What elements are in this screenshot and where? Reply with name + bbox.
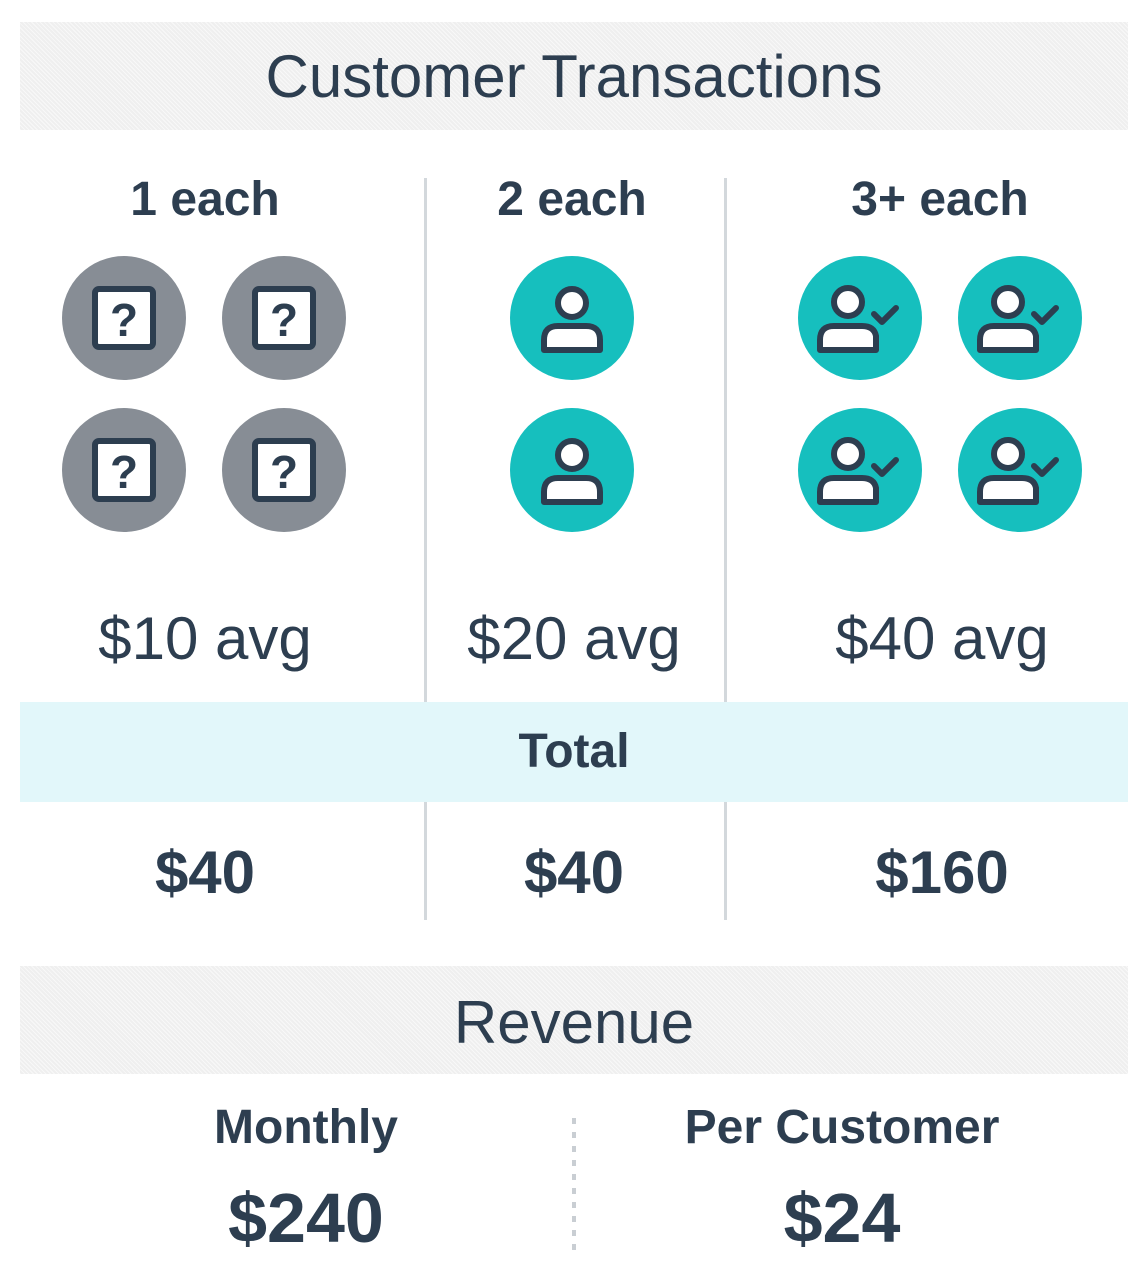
unknown-customer-icon: ? <box>222 256 346 380</box>
column-divider <box>424 178 427 702</box>
column-total-1: $40 <box>154 839 256 906</box>
title-band <box>20 22 1128 130</box>
total-label: Total <box>518 725 630 778</box>
customer-icon <box>510 408 634 532</box>
monthly-value: $240 <box>228 1179 384 1257</box>
column-divider <box>424 802 427 920</box>
unknown-customer-icon: ? <box>222 408 346 532</box>
revenue-title: Revenue <box>453 989 695 1056</box>
unknown-customer-icon: ? <box>62 408 186 532</box>
verified-customer-icon <box>798 408 922 532</box>
monthly-label: Monthly <box>214 1101 398 1154</box>
column-total-3: $160 <box>875 839 1009 906</box>
column-total-2: $40 <box>523 839 625 906</box>
column-header-1: 1 each <box>130 173 280 226</box>
column-avg-2: $20 avg <box>467 605 681 672</box>
svg-text:?: ? <box>270 446 298 498</box>
svg-text:?: ? <box>110 294 138 346</box>
per-customer-label: Per Customer <box>684 1101 1000 1154</box>
page-title: Customer Transactions <box>265 43 883 110</box>
per-customer-value: $24 <box>783 1179 901 1257</box>
svg-text:?: ? <box>270 294 298 346</box>
total-band <box>20 702 1128 802</box>
unknown-customer-icon: ? <box>62 256 186 380</box>
svg-text:?: ? <box>110 446 138 498</box>
column-header-3: 3+ each <box>851 173 1029 226</box>
revenue-divider <box>572 1118 576 1258</box>
column-divider <box>724 178 727 702</box>
customer-icon <box>510 256 634 380</box>
column-divider <box>724 802 727 920</box>
verified-customer-icon <box>798 256 922 380</box>
column-avg-3: $40 avg <box>835 605 1049 672</box>
verified-customer-icon <box>958 408 1082 532</box>
revenue-band <box>20 966 1128 1074</box>
verified-customer-icon <box>958 256 1082 380</box>
column-header-2: 2 each <box>497 173 647 226</box>
column-avg-1: $10 avg <box>98 605 312 672</box>
